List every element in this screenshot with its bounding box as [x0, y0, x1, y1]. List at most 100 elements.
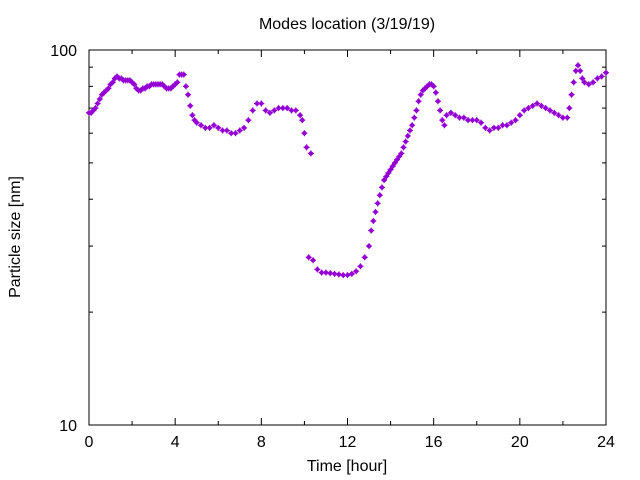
data-point [577, 67, 584, 74]
data-point [465, 117, 472, 124]
data-points [86, 62, 609, 279]
data-point [305, 254, 312, 261]
data-point [299, 117, 306, 124]
y-tick-labels: 10 100 [50, 43, 77, 435]
data-point [187, 102, 194, 109]
data-point [406, 127, 413, 134]
data-point [297, 112, 304, 119]
data-point [534, 100, 541, 107]
data-point [314, 266, 321, 273]
data-point [385, 169, 392, 176]
data-point [245, 117, 252, 124]
data-point [378, 184, 385, 191]
data-point [357, 263, 364, 270]
data-point [219, 127, 226, 134]
data-point [370, 217, 377, 224]
data-point [131, 81, 138, 88]
data-point [566, 105, 573, 112]
data-point [411, 114, 418, 121]
data-point [439, 117, 446, 124]
data-point [396, 153, 403, 160]
data-point [331, 270, 338, 277]
y-tick-label: 100 [50, 43, 77, 60]
data-point [374, 200, 381, 207]
data-point [215, 124, 222, 131]
data-point [348, 270, 355, 277]
data-point [387, 166, 394, 173]
data-point [460, 114, 467, 121]
data-point [376, 192, 383, 199]
chart-title: Modes location (3/19/19) [259, 16, 435, 33]
data-point [447, 109, 454, 116]
x-tick-label: 12 [339, 434, 357, 451]
data-point [366, 243, 373, 250]
data-point [441, 122, 448, 129]
data-point [383, 173, 390, 180]
data-point [564, 114, 571, 121]
data-point [307, 150, 314, 157]
data-point [452, 112, 459, 119]
data-point [94, 100, 101, 107]
data-point [398, 150, 405, 157]
data-point [486, 127, 493, 134]
data-point [185, 91, 192, 98]
data-point [581, 79, 588, 86]
data-point [327, 270, 334, 277]
data-point [193, 119, 200, 126]
data-point [372, 208, 379, 215]
data-point [495, 124, 502, 131]
data-point [546, 107, 553, 114]
data-point [417, 91, 424, 98]
data-point [271, 107, 278, 114]
data-point [559, 114, 566, 121]
data-point [551, 109, 558, 116]
data-point [310, 257, 317, 264]
data-point [284, 105, 291, 112]
data-point [353, 268, 360, 275]
x-tick-labels: 0 4 8 12 16 20 24 [85, 434, 615, 451]
data-point [174, 79, 181, 86]
data-point [570, 79, 577, 86]
data-point [389, 163, 396, 170]
data-point [322, 269, 329, 276]
data-point [381, 177, 388, 184]
data-point [223, 127, 230, 134]
data-point [394, 156, 401, 163]
data-point [266, 109, 273, 116]
data-point [249, 107, 256, 114]
data-point [404, 132, 411, 139]
data-point [598, 73, 605, 80]
data-point [516, 112, 523, 119]
data-point [262, 107, 269, 114]
data-point [402, 138, 409, 145]
data-point [368, 227, 375, 234]
data-point [275, 105, 282, 112]
data-point [590, 79, 597, 86]
x-tick-label: 16 [425, 434, 443, 451]
data-point [508, 119, 515, 126]
data-point [478, 119, 485, 126]
data-point [96, 96, 103, 103]
data-point [344, 272, 351, 279]
x-axis-label: Time [hour] [307, 458, 387, 475]
data-point [92, 105, 99, 112]
data-point [301, 130, 308, 137]
y-axis-label: Particle size [nm] [7, 176, 24, 298]
data-point [409, 122, 416, 129]
data-point [292, 107, 299, 114]
data-point [258, 100, 265, 107]
data-point [182, 83, 189, 90]
data-point [400, 144, 407, 151]
data-point [210, 122, 217, 129]
data-point [529, 102, 536, 109]
data-point [579, 75, 586, 82]
data-point [232, 130, 239, 137]
data-point [105, 85, 112, 92]
data-point [415, 98, 422, 105]
data-point [198, 122, 205, 129]
data-point [189, 112, 196, 119]
data-point [542, 105, 549, 112]
data-point [361, 254, 368, 261]
data-point [538, 102, 545, 109]
